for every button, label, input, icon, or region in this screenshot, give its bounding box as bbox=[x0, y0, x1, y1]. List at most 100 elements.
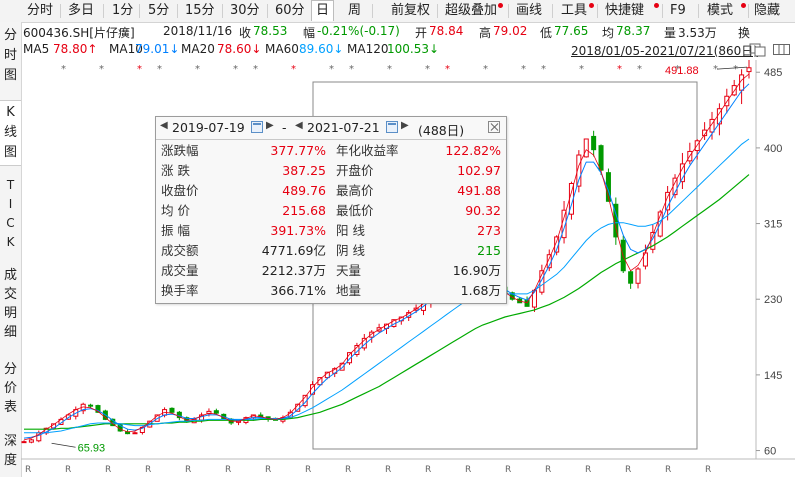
period-toolbar: 分时 多日 1分 5分 15分 30分 60分 日 周 前复权 超级叠加 画线 … bbox=[0, 0, 795, 23]
tab-weekly[interactable]: 周 bbox=[348, 3, 362, 18]
f9-button[interactable]: F9 bbox=[670, 3, 686, 18]
adjust-forward-button[interactable]: 前复权 bbox=[391, 3, 431, 18]
end-date[interactable]: 2021-07-21 bbox=[307, 120, 380, 135]
dividend-marker: R bbox=[665, 465, 671, 475]
stat-label: 成交额 bbox=[161, 243, 199, 258]
next-start-arrow[interactable]: ▶ bbox=[266, 120, 274, 131]
event-star-marker: * bbox=[713, 64, 718, 75]
tab-1min[interactable]: 1分 bbox=[112, 3, 134, 18]
dividend-marker: R bbox=[105, 465, 111, 475]
grid-toggle[interactable] bbox=[773, 44, 791, 59]
sidebar-label: 分时图 bbox=[4, 28, 18, 83]
dividend-marker: R bbox=[25, 465, 31, 475]
stats-row: 换手率 366.71% 地量 1.68万 bbox=[156, 281, 506, 301]
stats-row: 成交额 4771.69亿阴 线 215 bbox=[156, 241, 506, 261]
sidebar-item-intraday[interactable]: 分时图 bbox=[0, 26, 21, 86]
event-star-marker: * bbox=[349, 64, 354, 75]
stat-value: 391.73% bbox=[270, 223, 326, 238]
stat-label: 年化收益率 bbox=[336, 143, 399, 158]
toolbar-divider bbox=[508, 4, 509, 18]
mode-button[interactable]: 模式 bbox=[707, 3, 734, 18]
high-arrow bbox=[716, 66, 748, 70]
start-date[interactable]: 2019-07-19 bbox=[172, 120, 245, 135]
tab-intraday[interactable]: 分时 bbox=[27, 3, 54, 18]
stat-value: 215 bbox=[477, 243, 501, 258]
stat-label: 最低价 bbox=[336, 203, 374, 218]
open-value: 78.84 bbox=[429, 24, 464, 38]
candle-body bbox=[583, 138, 589, 158]
event-star-marker: * bbox=[233, 64, 238, 75]
next-end-arrow[interactable]: ▶ bbox=[401, 120, 409, 131]
stat-value: 366.71% bbox=[270, 283, 326, 298]
candle-body bbox=[709, 118, 715, 133]
sidebar-item-trade-detail[interactable]: 成交明细 bbox=[0, 266, 21, 342]
tab-5min[interactable]: 5分 bbox=[148, 3, 170, 18]
candle-body bbox=[339, 362, 345, 371]
stats-row: 成交量 2212.37万 天量 16.90万 bbox=[156, 261, 506, 281]
event-star-marker: * bbox=[521, 64, 526, 75]
candle-body bbox=[539, 270, 545, 293]
ma10-value: 79.01↓ bbox=[135, 42, 180, 56]
high-price-label: 491.88 bbox=[665, 65, 699, 77]
notification-dot bbox=[741, 3, 746, 8]
dividend-marker: R bbox=[65, 465, 71, 475]
calendar-icon[interactable] bbox=[386, 121, 398, 133]
range-days: (488日) bbox=[418, 123, 465, 138]
sidebar-item-tick[interactable]: TICK bbox=[0, 176, 21, 252]
shortcuts-button[interactable]: 快捷键 bbox=[605, 3, 645, 18]
candle-body bbox=[132, 432, 138, 435]
sidebar-item-depth[interactable]: 深度 bbox=[0, 432, 21, 470]
event-star-marker: * bbox=[483, 64, 488, 75]
overlay-button[interactable] bbox=[749, 43, 767, 60]
tab-15min[interactable]: 15分 bbox=[185, 3, 215, 18]
stat-value: 102.97 bbox=[457, 163, 501, 178]
sidebar-item-price-table[interactable]: 分价表 bbox=[0, 360, 21, 417]
tools-button[interactable]: 工具 bbox=[561, 3, 588, 18]
low-value: 77.65 bbox=[554, 24, 589, 38]
volume-label: 量 bbox=[664, 26, 677, 40]
ma5-value: 78.80↑ bbox=[53, 42, 98, 56]
close-label: 收 bbox=[239, 26, 252, 40]
candle-body bbox=[88, 404, 94, 407]
toolbar-divider bbox=[437, 4, 438, 18]
hide-button[interactable]: 隐藏 bbox=[754, 3, 781, 18]
prev-start-arrow[interactable]: ◀ bbox=[160, 120, 168, 131]
y-tick-label: 60 bbox=[764, 446, 776, 458]
draw-line-button[interactable]: 画线 bbox=[516, 3, 543, 18]
stat-value: 90.32 bbox=[465, 203, 501, 218]
toolbar-divider bbox=[662, 4, 663, 18]
sidebar-item-kline[interactable]: K线图 bbox=[0, 100, 21, 166]
event-star-marker: * bbox=[733, 64, 738, 75]
ma120-line bbox=[24, 174, 750, 430]
candle-body bbox=[95, 405, 101, 413]
event-star-marker: * bbox=[675, 64, 680, 75]
date-range-label[interactable]: 2018/01/05-2021/07/21(860日) bbox=[571, 44, 758, 58]
range-header: ◀ 2019-07-19 ▶ - ◀ 2021-07-21 ▶ (488日) bbox=[156, 117, 506, 140]
ma120-label: MA120 bbox=[347, 42, 389, 56]
tab-60min[interactable]: 60分 bbox=[275, 3, 305, 18]
candle-body bbox=[169, 407, 175, 413]
tab-30min[interactable]: 30分 bbox=[230, 3, 260, 18]
turnover-label: 换 bbox=[738, 26, 751, 40]
calendar-icon[interactable] bbox=[251, 121, 263, 133]
stats-row: 涨 跌 387.25 开盘价 102.97 bbox=[156, 161, 506, 181]
tab-multi-day[interactable]: 多日 bbox=[68, 3, 95, 18]
y-tick-label: 485 bbox=[764, 67, 782, 79]
avg-value: 78.37 bbox=[616, 24, 651, 38]
stat-value: 16.90万 bbox=[452, 263, 501, 278]
ma10-line bbox=[23, 83, 750, 439]
tab-daily[interactable]: 日 bbox=[311, 0, 335, 21]
close-icon[interactable] bbox=[488, 121, 500, 133]
low-label: 低 bbox=[540, 26, 553, 40]
super-overlay-button[interactable]: 超级叠加 bbox=[445, 3, 498, 18]
toolbar-divider bbox=[267, 4, 268, 18]
event-star-marker: * bbox=[387, 64, 392, 75]
stat-value: 489.76 bbox=[282, 183, 326, 198]
dividend-marker: R bbox=[345, 465, 351, 475]
close-value: 78.53 bbox=[253, 24, 288, 38]
event-star-marker: * bbox=[541, 64, 546, 75]
stat-label: 地量 bbox=[336, 283, 362, 298]
prev-end-arrow[interactable]: ◀ bbox=[295, 120, 303, 131]
grid-icon bbox=[773, 44, 790, 55]
change-value: -0.21%(-0.17) bbox=[317, 24, 400, 38]
